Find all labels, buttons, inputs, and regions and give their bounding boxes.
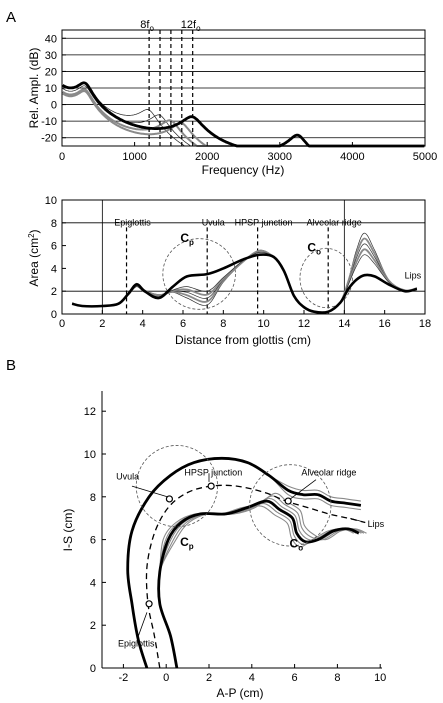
spectra-y-label: Rel. Ampl. (dB) xyxy=(27,48,41,129)
panel-label-b: B xyxy=(6,357,16,374)
area-x-tick-label: 18 xyxy=(419,318,431,330)
label-leader-line xyxy=(131,485,168,498)
tongue-variant-line xyxy=(158,502,357,669)
tongue-variant-line xyxy=(158,505,354,669)
profile-landmark-label: HPSP junction xyxy=(184,467,242,477)
profile-x-tick-label: 10 xyxy=(374,672,386,684)
tongue-variant-line xyxy=(157,492,367,669)
label-leader-line xyxy=(290,479,317,500)
profile-x-tick-label: 4 xyxy=(249,672,255,684)
area-function-bold-line xyxy=(71,253,418,314)
constriction-region-circle xyxy=(249,464,332,547)
spectra-x-label: Frequency (Hz) xyxy=(202,163,285,177)
area-x-tick-label: 12 xyxy=(298,318,310,330)
area-function-line xyxy=(72,243,417,313)
area-y-tick-label: 0 xyxy=(51,309,57,321)
area-x-tick-label: 16 xyxy=(379,318,391,330)
area-y-tick-label: 2 xyxy=(51,286,57,298)
constriction-region-label: Cp xyxy=(180,535,194,551)
profile-y-tick-label: 6 xyxy=(90,535,96,547)
panel-label-a: A xyxy=(6,9,16,26)
area-x-tick-label: 8 xyxy=(220,318,226,330)
profile-x-tick-label: 2 xyxy=(206,672,212,684)
area-x-tick-label: 14 xyxy=(338,318,350,330)
profile-y-tick-label: 0 xyxy=(90,663,96,675)
midsagittal-panel: HPSP junction Uvula Alveolar ridge Lips Epig… xyxy=(61,391,386,700)
spectra-x-tick-label: 3000 xyxy=(268,151,292,163)
area-x-label: Distance from glottis (cm) xyxy=(175,333,311,347)
spectra-y-tick-label: 40 xyxy=(45,33,57,45)
landmark-point xyxy=(145,600,153,608)
spectra-x-tick-label: 5000 xyxy=(413,151,437,163)
harmonic-marker-label: 12fo xyxy=(181,19,201,33)
profile-x-tick-label: 8 xyxy=(334,672,340,684)
spectra-y-tick-label: 20 xyxy=(45,66,57,78)
spectrum-series-line xyxy=(62,81,425,147)
profile-x-tick-label: 0 xyxy=(163,672,169,684)
profile-landmark-label: Epiglottis xyxy=(118,639,155,649)
spectra-y-tick-label: 0 xyxy=(51,100,57,112)
profile-y-tick-label: 12 xyxy=(84,406,96,418)
area-y-tick-label: 4 xyxy=(51,263,57,275)
spectra-x-tick-label: 0 xyxy=(59,151,65,163)
area-function-panel: Epiglottis Uvula HPSP junction Alveolar rid… xyxy=(27,195,431,347)
profile-y-tick-label: 8 xyxy=(90,492,96,504)
profile-y-tick-label: 4 xyxy=(90,577,96,589)
profile-x-tick-label: -2 xyxy=(119,672,129,684)
landmark-label: HPSP junction xyxy=(235,217,293,227)
label-leader-line xyxy=(350,517,366,523)
spectra-x-tick-label: 2000 xyxy=(195,151,219,163)
profile-y-label: I-S (cm) xyxy=(61,509,75,552)
spectra-x-tick-label: 1000 xyxy=(122,151,146,163)
area-x-tick-label: 6 xyxy=(180,318,186,330)
spectra-y-tick-label: -20 xyxy=(41,133,57,145)
landmark-label: Alveolar ridge xyxy=(307,217,362,227)
area-plot-frame xyxy=(61,199,426,315)
profile-x-label: A-P (cm) xyxy=(216,686,263,700)
area-y-tick-label: 8 xyxy=(51,218,57,230)
tongue-contour-line xyxy=(157,499,360,669)
label-leader-line xyxy=(138,612,148,637)
landmark-point xyxy=(207,482,215,490)
profile-x-tick-label: 6 xyxy=(292,672,298,684)
profile-y-tick-label: 2 xyxy=(90,620,96,632)
landmark-label: Epiglottis xyxy=(114,217,151,227)
spectra-x-tick-label: 4000 xyxy=(340,151,364,163)
area-y-tick-label: 6 xyxy=(51,241,57,253)
constriction-region-circle xyxy=(162,238,236,310)
constriction-region-label: Cp xyxy=(180,231,194,247)
spectra-y-tick-label: 30 xyxy=(45,50,57,62)
area-y-label: Area (cm2) xyxy=(27,229,41,286)
landmark-point xyxy=(284,497,292,505)
tongue-variant-line xyxy=(157,497,362,669)
area-x-tick-label: 0 xyxy=(59,318,65,330)
posterior-wall-line xyxy=(126,456,362,669)
spectra-y-tick-label: 10 xyxy=(45,83,57,95)
spectra-y-tick-label: -10 xyxy=(41,116,57,128)
constriction-region-label: Co xyxy=(290,536,304,552)
area-x-tick-label: 2 xyxy=(99,318,105,330)
spectra-panel: 8fo 12fo 0 1000 2000 3000 4000 5000 -20 -10 0 10 20… xyxy=(27,19,437,177)
constriction-region-circle xyxy=(299,247,353,309)
profile-landmark-label: Alveolar ridge xyxy=(301,467,356,477)
spectrum-series-line xyxy=(61,81,425,148)
lips-label: Lips xyxy=(405,271,422,281)
landmark-label: Uvula xyxy=(202,217,225,227)
area-y-tick-label: 10 xyxy=(45,195,57,207)
area-x-tick-label: 4 xyxy=(140,318,146,330)
area-x-tick-label: 10 xyxy=(258,318,270,330)
constriction-region-circle xyxy=(135,445,218,528)
harmonic-marker-label: 8fo xyxy=(140,19,154,33)
profile-landmark-label: Uvula xyxy=(116,472,139,482)
profile-y-tick-label: 10 xyxy=(84,449,96,461)
constriction-region-label: Co xyxy=(307,240,321,256)
profile-landmark-label: Lips xyxy=(368,519,385,529)
landmark-point xyxy=(165,495,174,503)
vocal-tract-midline xyxy=(145,484,366,669)
